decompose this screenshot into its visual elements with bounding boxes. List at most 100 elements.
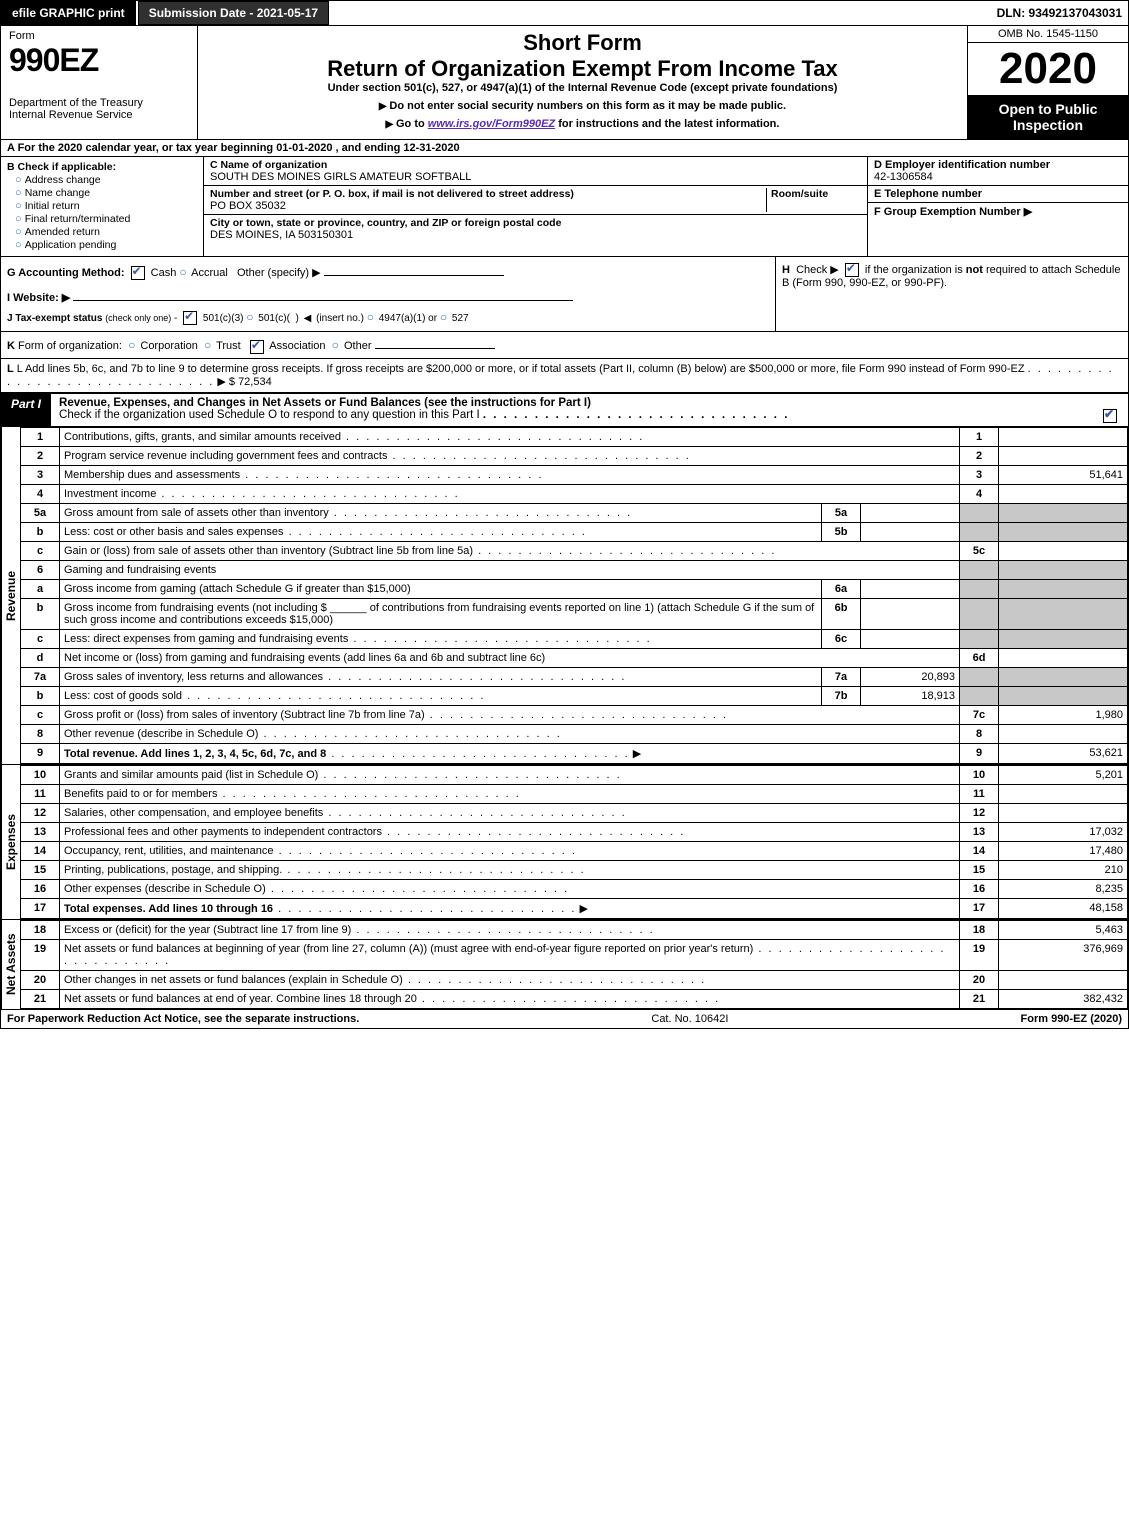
footer-right: Form 990-EZ (2020) (1021, 1013, 1122, 1025)
chk-amended-return[interactable]: Amended return (15, 226, 197, 238)
row-k: K Form of organization: ○ Corporation ○ … (1, 332, 1128, 358)
l5b-txt: Less: cost or other basis and sales expe… (60, 522, 822, 541)
l6a-grey (960, 579, 999, 598)
l11-box: 11 (960, 784, 999, 803)
line-1: 1 Contributions, gifts, grants, and simi… (21, 427, 1128, 446)
chk-schedule-b[interactable] (845, 263, 859, 277)
chk-schedule-o[interactable] (1103, 409, 1117, 423)
addr-label: Number and street (or P. O. box, if mail… (210, 188, 574, 200)
l10-txt: Grants and similar amounts paid (list in… (60, 765, 960, 784)
efile-print-button[interactable]: efile GRAPHIC print (1, 1, 136, 25)
l6c-grey (960, 629, 999, 648)
chk-application-pending[interactable]: Application pending (15, 239, 197, 251)
l14-txt: Occupancy, rent, utilities, and maintena… (60, 841, 960, 860)
l12-txt: Salaries, other compensation, and employ… (60, 803, 960, 822)
chk-accrual[interactable]: ○ (179, 265, 186, 279)
l7b-txt: Less: cost of goods sold (60, 686, 822, 705)
chk-501c[interactable]: ○ (246, 310, 253, 324)
chk-name-change[interactable]: Name change (15, 187, 197, 199)
line-14: 14 Occupancy, rent, utilities, and maint… (21, 841, 1128, 860)
chk-cash[interactable] (131, 266, 145, 280)
tax-year: 2020 (968, 43, 1128, 95)
l6c-samt (861, 629, 960, 648)
footer-center: Cat. No. 10642I (359, 1013, 1020, 1025)
chk-501c3[interactable] (183, 311, 197, 325)
l17-n: 17 (21, 898, 60, 918)
l15-box: 15 (960, 860, 999, 879)
l6d-txt: Net income or (loss) from gaming and fun… (60, 648, 960, 667)
line-7c: c Gross profit or (loss) from sales of i… (21, 705, 1128, 724)
l6c-n: c (21, 629, 60, 648)
insert-no-arrow (302, 313, 314, 324)
row-i: I Website: ▶ (7, 288, 769, 304)
k-other-input[interactable] (375, 336, 495, 349)
l7b-grey (960, 686, 999, 705)
l5b-n: b (21, 522, 60, 541)
l4-box: 4 (960, 484, 999, 503)
revenue-section: Revenue 1 Contributions, gifts, grants, … (1, 427, 1128, 765)
line-16: 16 Other expenses (describe in Schedule … (21, 879, 1128, 898)
l17-txt: Total expenses. Add lines 10 through 16 … (60, 898, 960, 918)
l18-amt: 5,463 (999, 920, 1128, 939)
part1-dots (483, 409, 790, 421)
chk-final-return[interactable]: Final return/terminated (15, 213, 197, 225)
l18-txt: Excess or (deficit) for the year (Subtra… (60, 920, 960, 939)
l6b-grey (960, 598, 999, 629)
gij-block: G Accounting Method: Cash ○ Accrual Othe… (1, 257, 775, 331)
expenses-vert-label: Expenses (1, 765, 20, 919)
g-other-input[interactable] (324, 263, 504, 276)
l19-txt: Net assets or fund balances at beginning… (60, 939, 960, 970)
l20-n: 20 (21, 970, 60, 989)
l7a-grey2 (999, 667, 1128, 686)
l15-amt: 210 (999, 860, 1128, 879)
submission-date-button[interactable]: Submission Date - 2021-05-17 (138, 1, 329, 25)
l10-amt: 5,201 (999, 765, 1128, 784)
l5c-box: 5c (960, 541, 999, 560)
l12-n: 12 (21, 803, 60, 822)
l18-box: 18 (960, 920, 999, 939)
l3-txt: Membership dues and assessments (60, 465, 960, 484)
l15-n: 15 (21, 860, 60, 879)
l21-txt: Net assets or fund balances at end of ye… (60, 989, 960, 1008)
footer-left: For Paperwork Reduction Act Notice, see … (7, 1013, 359, 1025)
row-h: H Check ▶ if the organization is not req… (775, 257, 1128, 331)
l7a-txt: Gross sales of inventory, less returns a… (60, 667, 822, 686)
website-input[interactable] (73, 288, 573, 301)
l6c-grey2 (999, 629, 1128, 648)
l8-n: 8 (21, 724, 60, 743)
l6a-samt (861, 579, 960, 598)
chk-other[interactable]: ○ (332, 338, 339, 352)
chk-assoc[interactable] (250, 340, 264, 354)
l2-amt (999, 446, 1128, 465)
section-b: B Check if applicable: Address change Na… (1, 157, 204, 256)
header-center: Short Form Return of Organization Exempt… (198, 26, 967, 139)
chk-trust[interactable]: ○ (204, 338, 211, 352)
l6a-n: a (21, 579, 60, 598)
l11-amt (999, 784, 1128, 803)
expenses-table: 10 Grants and similar amounts paid (list… (20, 765, 1128, 919)
l3-box: 3 (960, 465, 999, 484)
chk-corp[interactable]: ○ (128, 338, 135, 352)
chk-4947[interactable]: ○ (367, 310, 374, 324)
d-ein-cell: D Employer identification number 42-1306… (868, 157, 1128, 186)
accounting-block: G Accounting Method: Cash ○ Accrual Othe… (1, 257, 1128, 332)
l5a-grey2 (999, 503, 1128, 522)
l9-box: 9 (960, 743, 999, 763)
l7a-n: 7a (21, 667, 60, 686)
line-5c: c Gain or (loss) from sale of assets oth… (21, 541, 1128, 560)
chk-initial-return[interactable]: Initial return (15, 200, 197, 212)
f-label: F Group Exemption Number ▶ (874, 206, 1032, 218)
dln-label: DLN: 93492137043031 (997, 6, 1128, 20)
line-21: 21 Net assets or fund balances at end of… (21, 989, 1128, 1008)
line-7a: 7a Gross sales of inventory, less return… (21, 667, 1128, 686)
chk-527[interactable]: ○ (440, 310, 447, 324)
l13-txt: Professional fees and other payments to … (60, 822, 960, 841)
irs-link[interactable]: www.irs.gov/Form990EZ (428, 118, 555, 130)
line-5a: 5a Gross amount from sale of assets othe… (21, 503, 1128, 522)
note-ssn: Do not enter social security numbers on … (206, 100, 959, 112)
chk-address-change[interactable]: Address change (15, 174, 197, 186)
subtitle: Under section 501(c), 527, or 4947(a)(1)… (206, 82, 959, 94)
l8-amt (999, 724, 1128, 743)
header-left: Form 990EZ Department of the Treasury In… (1, 26, 198, 139)
l7a-samt: 20,893 (861, 667, 960, 686)
